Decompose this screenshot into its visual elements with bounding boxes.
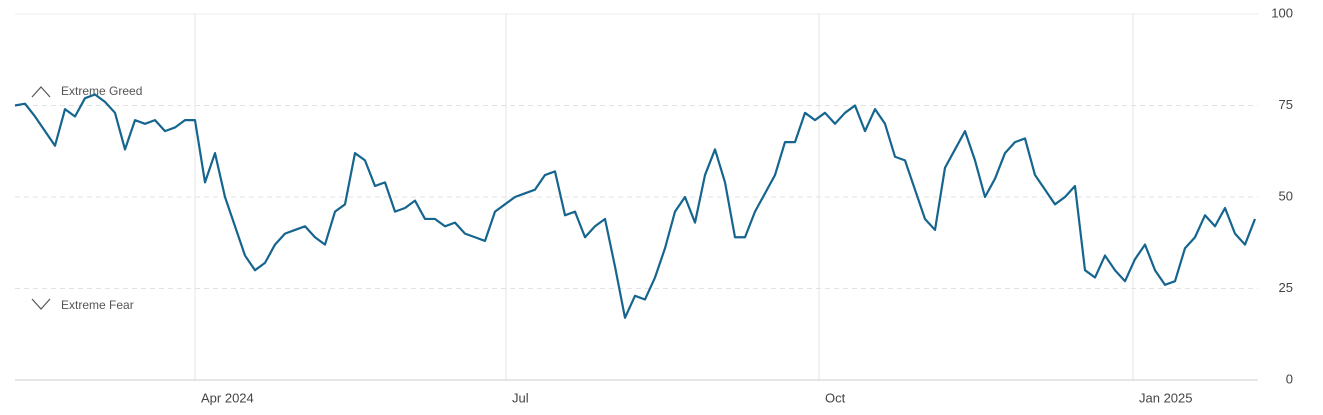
annotation: Extreme Fear	[61, 298, 134, 312]
annotation: Extreme Greed	[61, 84, 142, 98]
greed-arrow	[31, 86, 51, 98]
line	[14, 93, 1257, 319]
y-tick-label: 75	[1279, 97, 1293, 112]
y-tick-label: 100	[1271, 5, 1293, 20]
x-tick-label: Jan 2025	[1139, 390, 1193, 405]
fear-arrow	[31, 298, 51, 310]
x-tick-label: Apr 2024	[201, 390, 254, 405]
x-tick-label: Jul	[512, 390, 529, 405]
y-tick-label: 0	[1286, 371, 1293, 386]
x-tick-label: Oct	[825, 390, 846, 405]
y-tick-label: 25	[1279, 280, 1293, 295]
y-tick-label: 50	[1279, 188, 1293, 203]
